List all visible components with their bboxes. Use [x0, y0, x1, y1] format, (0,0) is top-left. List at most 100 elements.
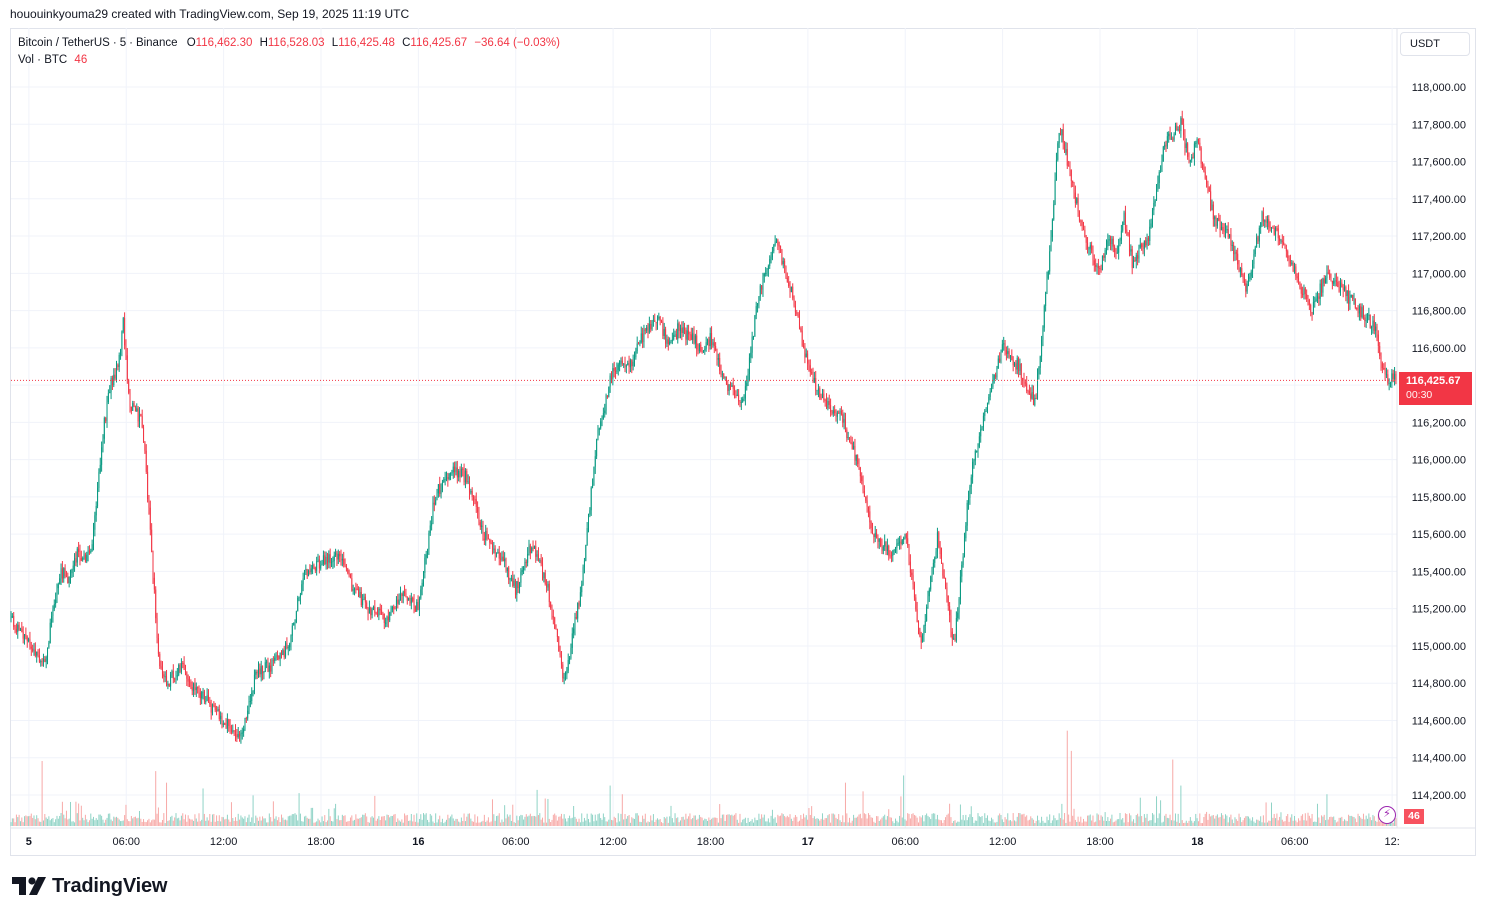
candle-body — [174, 678, 176, 680]
volume-bar — [506, 814, 508, 826]
volume-bar — [145, 822, 147, 826]
candle-body — [1285, 248, 1287, 252]
candle-body — [577, 602, 579, 619]
candle-body — [1226, 229, 1228, 231]
volume-bar — [248, 814, 250, 826]
candle-body — [527, 553, 529, 563]
volume-bar — [425, 813, 427, 826]
candle-body — [682, 327, 684, 334]
volume-bar — [138, 810, 140, 826]
time-axis[interactable]: 5 06:00 12:00 18:00 16 06:00 12:00 18:00 17 06:00… — [26, 836, 1400, 848]
volume-bar — [1169, 814, 1171, 826]
volume-bar — [1100, 815, 1102, 826]
candle-body — [1234, 252, 1236, 255]
bolt-icon[interactable]: ⚡ — [1378, 806, 1396, 824]
tradingview-logo[interactable]: TradingView — [12, 874, 167, 898]
volume-bar — [1123, 822, 1125, 826]
interval[interactable]: 5 — [119, 37, 127, 49]
candle-body — [605, 395, 607, 411]
volume-bar — [586, 813, 588, 826]
candle-body — [1149, 226, 1151, 242]
volume-bar — [423, 813, 424, 826]
candle-body — [1181, 118, 1183, 125]
candle-body — [354, 588, 356, 590]
volume-bar — [862, 791, 864, 826]
candle-body — [537, 554, 539, 561]
candle-body — [1160, 171, 1162, 173]
volume-bar — [251, 817, 253, 826]
volume-bar — [87, 822, 89, 826]
volume-bar — [727, 814, 729, 826]
candle-body — [723, 373, 725, 378]
volume-bar — [1157, 818, 1159, 826]
candle-body — [997, 358, 999, 368]
volume-bar — [881, 817, 883, 826]
volume-bar — [785, 817, 787, 826]
candle-body — [1268, 219, 1270, 227]
volume-bar — [443, 823, 445, 826]
candle-body — [305, 569, 307, 571]
volume-bar — [420, 814, 422, 826]
candle-body — [56, 588, 58, 600]
volume-bar — [804, 817, 806, 826]
candle-body — [128, 379, 130, 393]
volume-bar — [268, 813, 270, 826]
volume-bar — [505, 818, 507, 826]
candle-body — [911, 572, 913, 576]
volume-bar — [1379, 821, 1381, 826]
volume-bar — [593, 821, 595, 826]
candle-body — [222, 723, 224, 725]
currency-button[interactable]: USDT — [1400, 32, 1470, 56]
candle-body — [1377, 334, 1379, 346]
price-axis[interactable]: 114,200.00114,400.00114,600.00114,800.00… — [1412, 82, 1466, 802]
candle-body — [345, 565, 347, 569]
volume-bar — [751, 819, 753, 826]
candle-body — [1158, 172, 1160, 183]
volume-bar — [496, 816, 498, 826]
candle-body — [224, 723, 226, 725]
candle-body — [1331, 280, 1333, 284]
price-tick-label: 117,800.00 — [1412, 119, 1466, 131]
volume-bar — [247, 817, 249, 826]
candle-body — [565, 674, 567, 678]
volume-bar — [1039, 822, 1041, 826]
volume-bar — [1392, 822, 1394, 826]
volume-bar — [209, 814, 211, 826]
volume-bar — [1337, 821, 1339, 826]
volume-bar — [978, 816, 980, 826]
volume-bar — [243, 818, 245, 826]
candle-body — [82, 558, 84, 561]
candle-body — [101, 447, 103, 465]
price-tick-label: 117,200.00 — [1412, 231, 1466, 243]
volume-bar — [900, 796, 902, 826]
candle-body — [497, 552, 499, 554]
candle-body — [1115, 251, 1117, 254]
candle-body — [276, 655, 278, 657]
volume-bar — [129, 821, 131, 826]
candle-body — [74, 558, 76, 566]
candle-body — [220, 715, 222, 720]
symbol-name[interactable]: Bitcoin / TetherUS — [18, 37, 110, 49]
volume-bar — [533, 815, 535, 826]
volume-bar — [37, 818, 39, 826]
volume-bar — [1000, 814, 1002, 826]
candle-body — [581, 584, 583, 593]
volume-label[interactable]: Vol · BTC — [18, 54, 68, 66]
volume-bar — [351, 815, 353, 826]
time-tick-label: 12:00 — [210, 836, 238, 848]
candle-body — [1176, 125, 1178, 131]
volume-bar — [986, 815, 988, 826]
volume-bar — [1270, 802, 1272, 826]
candle-body — [456, 467, 458, 478]
candle-body — [1231, 244, 1233, 246]
volume-bar — [748, 821, 750, 826]
volume-bar — [1076, 821, 1078, 826]
candle-body — [138, 414, 140, 422]
candle-body — [71, 569, 73, 574]
volume-bar — [1096, 813, 1098, 826]
candle-body — [374, 606, 376, 613]
volume-bar — [758, 813, 760, 826]
volume-bar — [487, 817, 489, 826]
volume-bar — [64, 818, 66, 826]
